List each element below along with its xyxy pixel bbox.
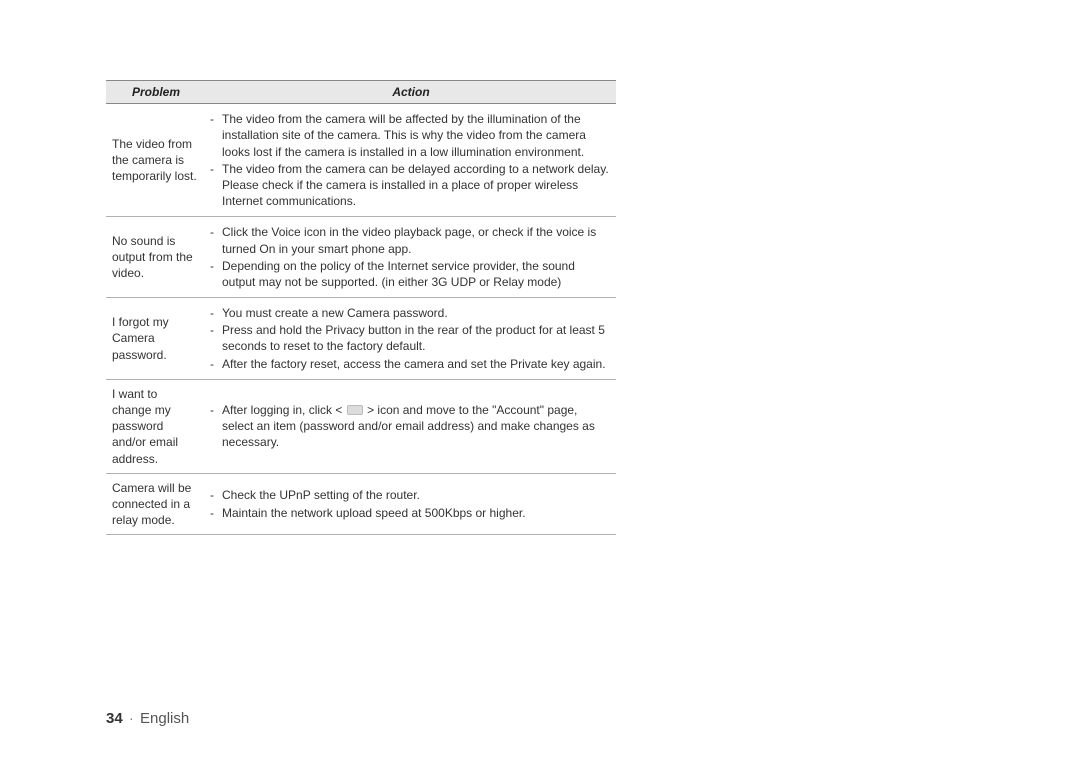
page-number: 34 [106,710,123,727]
troubleshooting-table: Problem Action The video from the camera… [106,80,616,535]
action-cell: -You must create a new Camera password. … [206,298,616,380]
action-cell: - After logging in, click < > icon and m… [206,379,616,473]
action-item: -After the factory reset, access the cam… [210,356,610,372]
column-header-action: Action [206,81,616,104]
problem-cell: I forgot my Camera password. [106,298,206,380]
problem-cell: The video from the camera is temporarily… [106,104,206,217]
problem-cell: No sound is output from the video. [106,217,206,298]
settings-card-icon [347,405,363,415]
footer-language: English [140,710,189,727]
table-row: I want to change my password and/or emai… [106,379,616,473]
table-row: I forgot my Camera password. -You must c… [106,298,616,380]
action-cell: -The video from the camera will be affec… [206,104,616,217]
troubleshooting-table-container: Problem Action The video from the camera… [106,80,616,535]
action-item: -Click the Voice icon in the video playb… [210,224,610,256]
problem-cell: I want to change my password and/or emai… [106,379,206,473]
action-item: -The video from the camera can be delaye… [210,161,610,210]
action-item: -Maintain the network upload speed at 50… [210,505,610,521]
table-row: The video from the camera is temporarily… [106,104,616,217]
problem-cell: Camera will be connected in a relay mode… [106,473,206,535]
action-item: -You must create a new Camera password. [210,305,610,321]
action-item: - After logging in, click < > icon and m… [210,402,610,451]
table-row: No sound is output from the video. -Clic… [106,217,616,298]
page-footer: 34 · English [106,710,189,727]
action-item-text: After logging in, click < > icon and mov… [222,402,610,451]
column-header-problem: Problem [106,81,206,104]
action-cell: -Check the UPnP setting of the router. -… [206,473,616,535]
footer-separator: · [129,710,134,727]
action-cell: -Click the Voice icon in the video playb… [206,217,616,298]
action-item: -Press and hold the Privacy button in th… [210,322,610,354]
action-text-pre: After logging in, click < [222,403,346,417]
action-item: -Depending on the policy of the Internet… [210,258,610,290]
action-item: -The video from the camera will be affec… [210,111,610,160]
table-row: Camera will be connected in a relay mode… [106,473,616,535]
action-item: -Check the UPnP setting of the router. [210,487,610,503]
